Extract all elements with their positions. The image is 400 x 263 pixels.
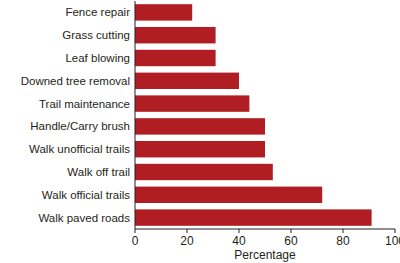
bar: [135, 187, 322, 203]
x-tick-label: 60: [284, 234, 298, 248]
x-axis-label: Percentage: [234, 248, 296, 262]
category-label: Downed tree removal: [21, 75, 130, 87]
category-label: Trail maintenance: [39, 98, 130, 110]
x-tick: [239, 229, 240, 233]
x-tick: [343, 229, 344, 233]
x-tick: [395, 229, 396, 233]
x-tick: [135, 229, 136, 233]
x-tick-label: 20: [180, 234, 194, 248]
x-tick: [187, 229, 188, 233]
y-axis-line: [135, 1, 136, 229]
category-label: Walk off trail: [67, 166, 130, 178]
bar: [135, 73, 239, 89]
category-label: Leaf blowing: [65, 52, 130, 64]
bar: [135, 118, 265, 134]
bar: [135, 4, 192, 20]
bar: [135, 164, 273, 180]
category-label: Fence repair: [65, 6, 130, 18]
x-axis-line: [135, 229, 395, 230]
bar: [135, 209, 372, 225]
category-label: Grass cutting: [62, 29, 130, 41]
x-tick-label: 40: [232, 234, 246, 248]
chart-svg: Fence repair Grass cutting Leaf blowing Dow…: [0, 0, 400, 263]
bar: [135, 50, 216, 66]
category-label: Handle/Carry brush: [30, 120, 130, 132]
x-tick: [291, 229, 292, 233]
bar: [135, 27, 216, 43]
x-tick-label: 100: [385, 234, 400, 248]
chart-container: Fence repair Grass cutting Leaf blowing Dow…: [0, 0, 400, 263]
category-label: Walk official trails: [42, 189, 130, 201]
bar: [135, 141, 265, 157]
bars: [135, 4, 372, 226]
category-label: Walk unofficial trails: [29, 143, 130, 155]
x-tick-label: 80: [336, 234, 350, 248]
x-tick-label: 0: [132, 234, 139, 248]
bar: [135, 95, 249, 111]
category-label: Walk paved roads: [38, 212, 130, 224]
